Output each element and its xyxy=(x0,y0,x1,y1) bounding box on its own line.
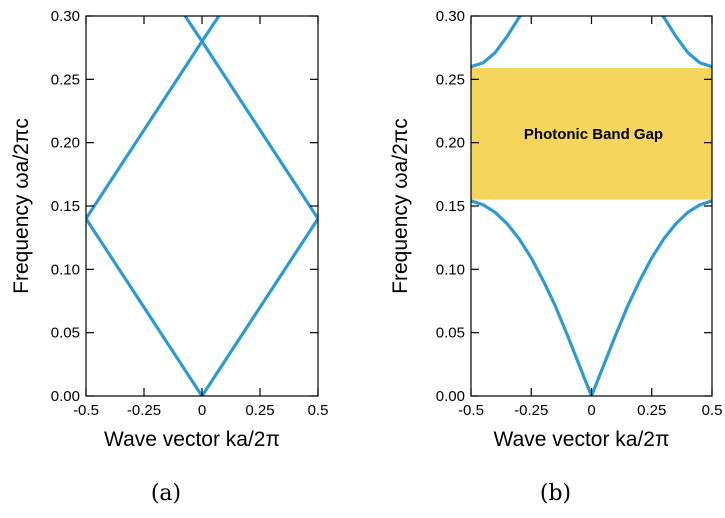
panel-a-y-tick-label: 0.30 xyxy=(51,8,80,25)
panel-b-y-axis-title: Frequency ωa/2πc xyxy=(389,118,412,294)
panel-a-y-tick-label: 0.05 xyxy=(51,325,80,342)
panel-b-x-tick-label: 0.25 xyxy=(637,402,666,419)
panel-a-y-tick-label: 0.00 xyxy=(51,388,80,405)
panel-b-y-tick-label: 0.30 xyxy=(436,8,465,25)
panel-b-x-tick-label: 0 xyxy=(587,402,595,419)
panel-a-series-line-2 xyxy=(183,16,318,221)
panel-b-x-axis-title: Wave vector ka/2π xyxy=(494,428,670,451)
panel-a-x-axis-title: Wave vector ka/2π xyxy=(104,428,280,451)
panel-b-y-tick-label: 0.15 xyxy=(436,198,465,215)
panel-b-ticks: 0.00 0.05 0.10 0.15 0.20 0.25 0.30 -0.5 -0.25 0 0.… xyxy=(436,8,723,419)
panel-b-band-gap-label: Photonic Band Gap xyxy=(524,126,663,143)
panel-b-y-tick-label: 0.00 xyxy=(436,388,465,405)
panel-a-y-tick-label: 0.15 xyxy=(51,198,80,215)
panel-a-plot-area xyxy=(86,16,318,396)
panel-a-caption: (a) xyxy=(151,481,181,506)
panel-b-band-gap-region xyxy=(471,67,712,200)
panel-a-x-tick-label: -0.5 xyxy=(73,402,99,419)
panel-a-y-tick-label: 0.25 xyxy=(51,71,80,88)
panel-b-x-tick-label: 0.5 xyxy=(702,402,723,419)
panel-a-series-layer xyxy=(86,16,318,396)
panel-b-series-line-0 xyxy=(471,199,712,396)
panel-b-y-tick-label: 0.25 xyxy=(436,71,465,88)
panel-a-y-tick-label: 0.10 xyxy=(51,261,80,278)
panel-b-y-tick-label: 0.05 xyxy=(436,325,465,342)
panel-a-x-tick-label: 0 xyxy=(198,402,206,419)
panel-a-x-tick-label: 0.5 xyxy=(308,402,329,419)
panel-b-x-tick-label: -0.25 xyxy=(514,402,548,419)
panel-a-series-line-0 xyxy=(86,217,318,396)
panel-a-ticks: 0.00 0.05 0.10 0.15 0.20 0.25 0.30 -0.5 -0.25 0 0.… xyxy=(51,8,329,419)
panel-a-y-axis-title: Frequency ωa/2πc xyxy=(10,118,33,294)
panel-b-x-tick-label: -0.5 xyxy=(458,402,484,419)
panel-a: 0.00 0.05 0.10 0.15 0.20 0.25 0.30 -0.5 -0.25 0 0.… xyxy=(10,8,328,506)
panel-a-y-tick-label: 0.20 xyxy=(51,135,80,152)
panel-a-x-tick-label: 0.25 xyxy=(245,402,274,419)
panel-b-y-tick-label: 0.10 xyxy=(436,261,465,278)
panel-b-y-tick-label: 0.20 xyxy=(436,135,465,152)
panel-b-caption: (b) xyxy=(540,481,571,506)
panel-a-x-tick-label: -0.25 xyxy=(127,402,161,419)
panel-b: Photonic Band Gap 0.000.050.100.150.200.… xyxy=(389,8,722,506)
